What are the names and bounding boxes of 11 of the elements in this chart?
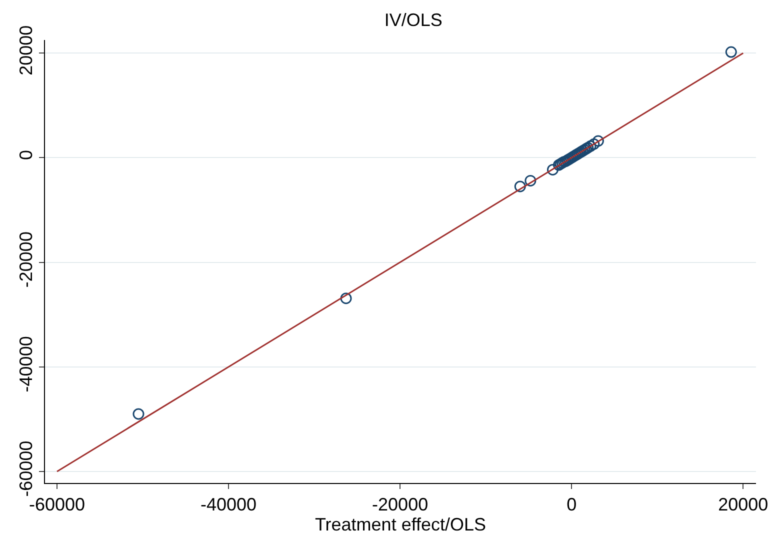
x-tick-label: -40000: [200, 494, 257, 515]
y-tick-label: 20000: [16, 25, 36, 76]
x-tick-label: -60000: [28, 494, 86, 515]
y-tick-label: 0: [16, 150, 36, 160]
y-tick-label: -20000: [16, 232, 36, 288]
x-axis-title: Treatment effect/OLS: [314, 514, 486, 535]
x-tick-label: 0: [566, 494, 577, 515]
chart-title: IV/OLS: [384, 10, 442, 30]
x-tick-label: -20000: [372, 494, 428, 515]
x-tick-label: 20000: [718, 494, 768, 515]
y-tick-label: -40000: [16, 336, 36, 392]
